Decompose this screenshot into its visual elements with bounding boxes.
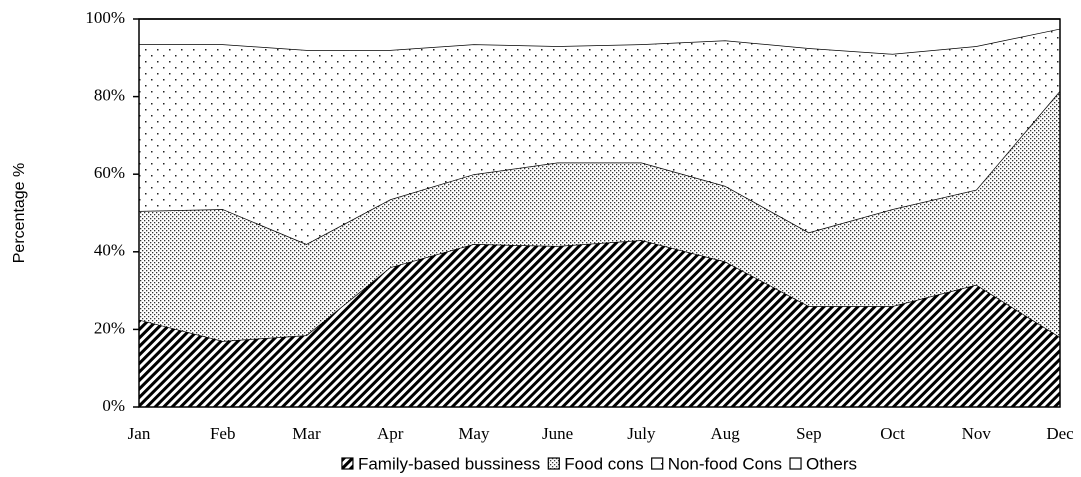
legend-label: Family-based bussiness — [358, 454, 540, 473]
x-tick-label: Mar — [292, 424, 321, 443]
legend: Family-based bussiness Food cons Non-food … — [341, 454, 857, 473]
x-tick-label: July — [627, 424, 656, 443]
legend-swatch — [547, 457, 560, 470]
legend-swatch — [341, 457, 354, 470]
legend-label: Food cons — [564, 454, 643, 473]
y-tick-label: 20% — [94, 318, 125, 337]
y-tick-label: 100% — [85, 8, 125, 27]
x-tick-label: Feb — [210, 424, 236, 443]
area — [139, 90, 1060, 342]
plot-frame — [138, 18, 1061, 408]
x-tick-label: May — [458, 424, 490, 443]
y-tick-label: 60% — [94, 163, 125, 182]
legend-swatch — [651, 457, 664, 470]
x-tick-label: Aug — [710, 424, 740, 443]
x-tick-label: Oct — [880, 424, 905, 443]
y-tick-label: 0% — [102, 396, 125, 415]
area — [139, 28, 1060, 245]
x-tick-label: Apr — [377, 424, 404, 443]
y-tick-label: 80% — [94, 86, 125, 105]
x-tick-label: June — [542, 424, 573, 443]
y-axis-label: Percentage % — [11, 163, 28, 264]
legend-swatch — [789, 457, 802, 470]
x-tick-label: Sep — [796, 424, 822, 443]
legend-label: Non-food Cons — [668, 454, 782, 473]
area — [139, 240, 1060, 407]
legend-label: Others — [806, 454, 857, 473]
x-tick-label: Jan — [128, 424, 151, 443]
x-tick-label: Nov — [962, 424, 992, 443]
area — [139, 19, 1060, 54]
y-tick-label: 40% — [94, 241, 125, 260]
x-tick-label: Dec — [1046, 424, 1074, 443]
